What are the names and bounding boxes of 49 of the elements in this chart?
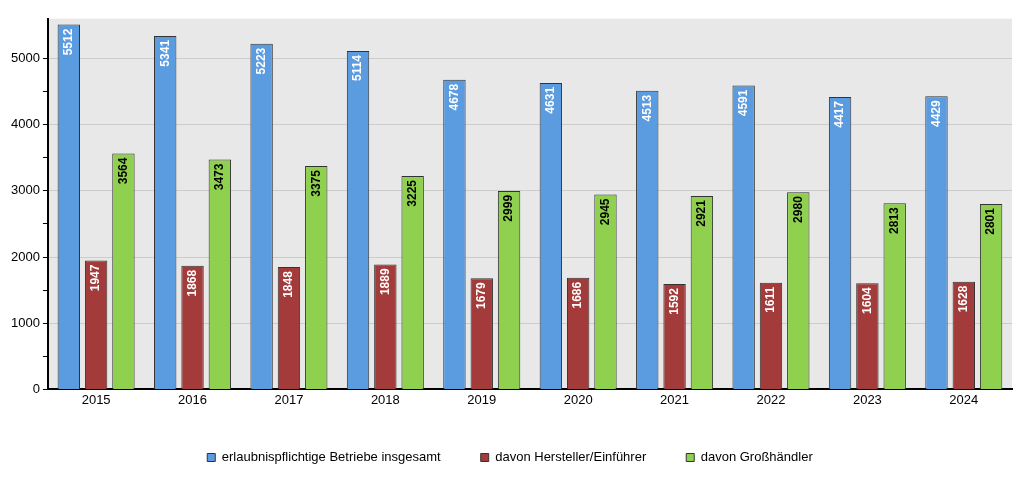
- data-label: 1604: [859, 286, 874, 314]
- y-tick-label: 4000: [11, 116, 40, 132]
- legend-label: davon Großhändler: [700, 449, 814, 465]
- data-label: 1611: [763, 286, 778, 313]
- y-tick-label: 1000: [11, 314, 40, 330]
- x-tick-label: 2021: [660, 391, 690, 407]
- x-tick-label: 2022: [756, 391, 786, 407]
- data-label: 3473: [212, 163, 227, 191]
- data-label: 1848: [281, 270, 296, 298]
- data-label: 3225: [404, 179, 419, 207]
- x-tick-label: 2019: [467, 391, 497, 407]
- data-label: 2980: [790, 195, 805, 223]
- data-label: 4631: [543, 86, 558, 114]
- data-label: 2801: [983, 207, 998, 235]
- data-label: 1679: [474, 281, 489, 309]
- y-tick-label: 5000: [11, 50, 40, 66]
- y-tick-label: 3000: [11, 182, 40, 198]
- x-tick-label: 2018: [370, 391, 400, 407]
- data-label: 4678: [446, 83, 461, 111]
- x-tick-label: 2023: [852, 391, 882, 407]
- x-tick-label: 2024: [949, 391, 979, 407]
- data-label: 3375: [308, 169, 323, 197]
- data-label: 2813: [887, 206, 902, 234]
- y-tick-label: 2000: [11, 248, 40, 264]
- x-tick-label: 2020: [563, 391, 593, 407]
- x-tick-label: 2016: [178, 391, 207, 407]
- data-label: 2945: [597, 198, 612, 226]
- data-label: 5512: [61, 28, 76, 56]
- x-tick-label: 2017: [274, 391, 304, 407]
- legend-label: davon Hersteller/Einführer: [495, 449, 647, 465]
- y-tick-label: 0: [32, 380, 40, 396]
- data-label: 4513: [639, 94, 654, 122]
- data-label: 1628: [956, 285, 971, 313]
- data-label: 1889: [377, 268, 392, 296]
- data-label: 1947: [88, 264, 103, 292]
- data-label: 1592: [666, 287, 681, 315]
- x-tick-label: 2015: [81, 391, 111, 407]
- data-label: 1686: [570, 281, 585, 309]
- data-label: 4591: [735, 89, 750, 117]
- legend-label: erlaubnispflichtige Betriebe insgesamt: [221, 449, 442, 465]
- data-label: 1868: [184, 269, 199, 297]
- data-label: 5223: [253, 47, 268, 75]
- data-label: 3564: [115, 157, 130, 185]
- data-label: 2999: [501, 194, 516, 222]
- data-label: 4417: [832, 100, 847, 128]
- data-label: 4429: [928, 99, 943, 127]
- data-label: 2921: [694, 199, 709, 227]
- data-label: 5114: [350, 54, 365, 82]
- data-label: 5341: [157, 39, 172, 67]
